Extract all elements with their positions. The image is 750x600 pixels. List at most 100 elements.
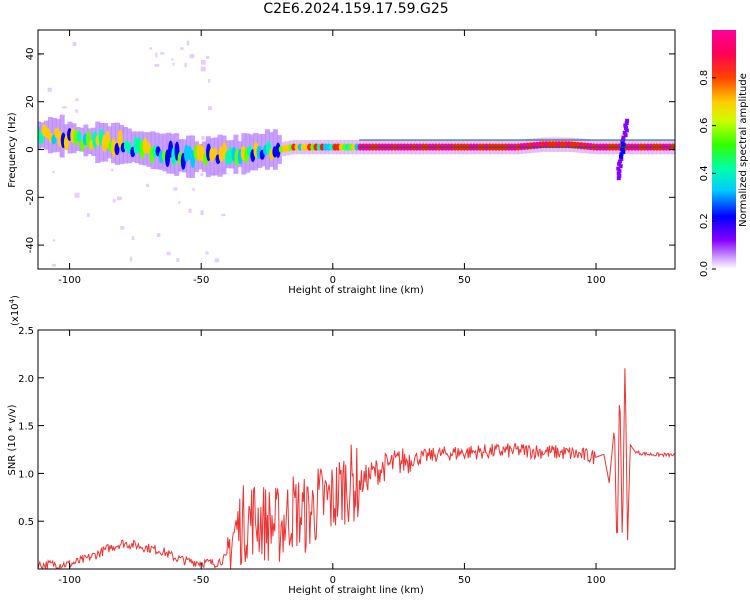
noise-speck (173, 187, 178, 191)
spectral-spike (618, 154, 623, 159)
noise-speck (74, 192, 80, 198)
x-tick-label: 50 (458, 275, 471, 286)
spectral-spike (616, 176, 621, 181)
spectral-core (76, 131, 82, 142)
spectral-spike (619, 157, 624, 162)
spectral-spike (624, 128, 629, 133)
y-tick-label: 40 (25, 48, 36, 61)
noise-speck (155, 52, 158, 58)
x-tick-label: -50 (193, 575, 209, 586)
colorbar: 0.0 0.2 0.4 0.6 0.8 Normalized spectral ampl… (699, 30, 749, 277)
spectral-core (114, 143, 120, 156)
spectral-spike (617, 161, 622, 166)
colorbar-tick-label: 0.0 (699, 261, 710, 277)
noise-speck (172, 62, 175, 66)
y-tick-label: 0 (25, 146, 36, 152)
spectrogram-x-label: Height of straight line (km) (288, 285, 424, 296)
noise-speck (206, 55, 210, 59)
x-tick-label: 100 (586, 575, 605, 586)
colorbar-tick-label: 0.4 (699, 165, 710, 181)
noise-speck (131, 236, 135, 240)
noise-speck (214, 258, 219, 263)
noise-speck (154, 64, 160, 67)
y-tick-label: 1.0 (18, 469, 34, 480)
noise-speck (87, 213, 90, 217)
spectral-spike (623, 133, 628, 138)
spectrogram-marks (38, 40, 675, 267)
spectral-spike (620, 147, 625, 152)
noise-speck (178, 201, 181, 204)
noise-speck (62, 106, 67, 109)
spectral-core (117, 129, 123, 149)
spectral-halo (130, 131, 136, 162)
noise-speck (160, 52, 164, 55)
spectrogram-x-ticks: -100 -50 0 50 100 (58, 30, 606, 286)
noise-speck (176, 258, 180, 262)
spectrogram-panel: -100 -50 0 50 100 40 20 0 -20 -40 Height of stra… (7, 29, 676, 296)
noise-speck (201, 136, 205, 140)
spectral-spike (616, 166, 621, 171)
x-tick-label: -100 (58, 575, 81, 586)
spectral-spike (617, 173, 622, 178)
spectral-spike (617, 159, 622, 164)
snr-y-multiplier: (x104) (8, 295, 21, 326)
snr-x-ticks: -100 -50 0 50 100 (58, 330, 606, 586)
spectral-spike (624, 121, 629, 126)
spectral-spike (624, 125, 629, 130)
spectrogram-y-ticks: 40 20 0 -20 -40 (25, 48, 675, 253)
x-tick-label: -100 (58, 275, 81, 286)
colorbar-gradient (712, 30, 736, 269)
spectral-spike (616, 171, 621, 176)
noise-speck (120, 226, 125, 230)
noise-speck (52, 170, 55, 174)
y-tick-label: 0.5 (18, 517, 34, 528)
x-tick-label: 100 (586, 275, 605, 286)
noise-speck (189, 54, 195, 59)
noise-speck (180, 47, 184, 50)
snr-y-ticks: 0.5 1.0 1.5 2.0 2.5 (18, 326, 675, 528)
noise-speck (200, 210, 204, 215)
snr-panel: -100 -50 0 50 100 0.5 1.0 1.5 2.0 2.5 Height of … (7, 295, 676, 596)
noise-speck (75, 109, 78, 113)
y-tick-label: 2.5 (18, 326, 34, 337)
noise-speck (188, 208, 192, 213)
noise-speck (129, 256, 133, 262)
noise-speck (208, 106, 213, 110)
colorbar-ticks: 0.0 0.2 0.4 0.6 0.8 (699, 70, 716, 277)
noise-speck (221, 213, 226, 217)
noise-speck (156, 233, 161, 237)
snr-x-label: Height of straight line (km) (288, 585, 424, 596)
noise-speck (186, 40, 190, 46)
noise-speck (200, 59, 206, 65)
x-tick-label: 50 (458, 575, 471, 586)
colorbar-tick-label: 0.8 (699, 70, 710, 86)
spectrogram-y-label: Frequency (Hz) (7, 112, 18, 188)
noise-speck (171, 58, 174, 61)
chart-title: C2E6.2024.159.17.59.G25 (263, 1, 448, 17)
spectral-spike (621, 135, 626, 140)
spectral-spike (618, 164, 623, 169)
x-tick-label: 0 (330, 275, 336, 286)
spectral-core (92, 131, 98, 149)
colorbar-tick-label: 0.2 (699, 213, 710, 229)
noise-speck (146, 183, 150, 187)
noise-speck (72, 41, 77, 46)
spectral-spike (619, 152, 624, 157)
spectral-core (212, 148, 218, 159)
noise-speck (166, 251, 171, 256)
y-tick-label: 2.0 (18, 374, 34, 385)
x-tick-label: 0 (330, 575, 336, 586)
noise-speck (192, 187, 195, 191)
spectral-core (63, 135, 69, 151)
noise-speck (205, 251, 209, 255)
spectral-spike (621, 142, 626, 147)
noise-speck (184, 62, 187, 68)
spectral-spike (617, 169, 622, 174)
noise-speck (207, 78, 211, 83)
snr-series-line (38, 368, 675, 569)
x-tick-label: -50 (193, 275, 209, 286)
spectral-core (51, 134, 57, 145)
y-tick-label: 20 (25, 95, 36, 108)
y-tick-label: -40 (25, 237, 36, 253)
noise-speck (112, 199, 116, 203)
